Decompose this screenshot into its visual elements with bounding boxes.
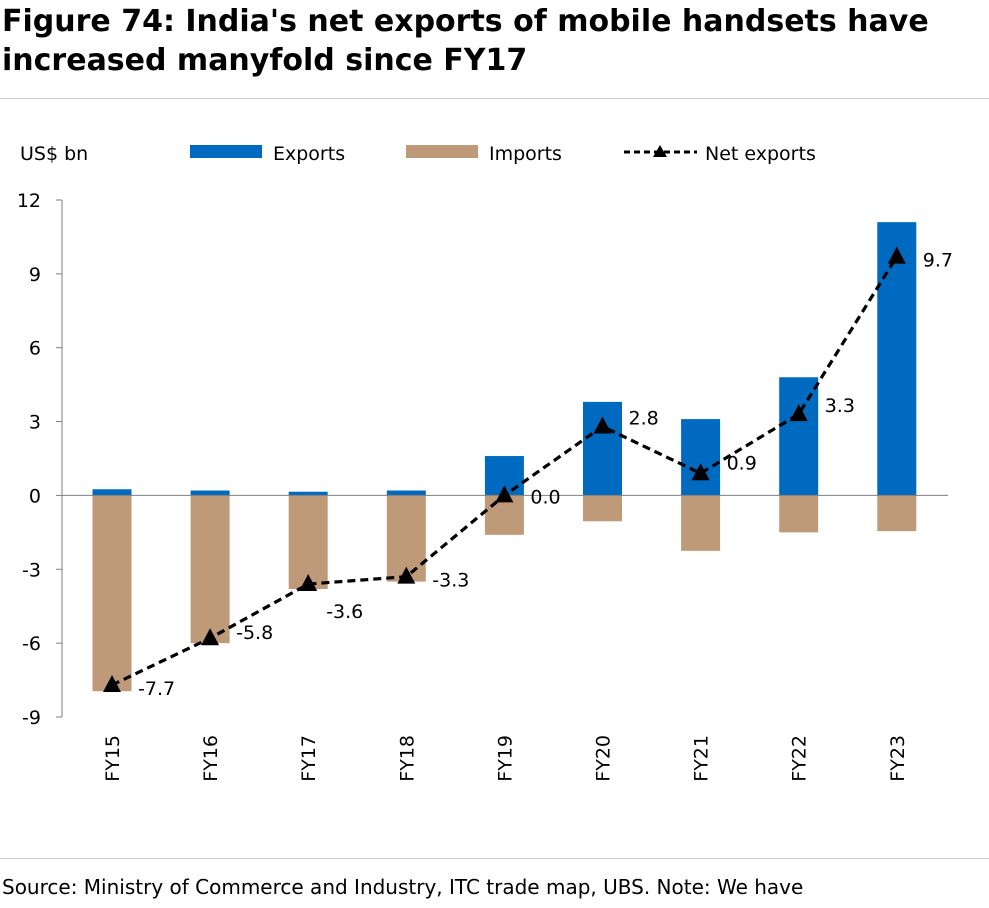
net-exports-data-label: -3.3 (432, 570, 469, 592)
net-exports-data-label: 9.7 (923, 250, 953, 272)
net-exports-marker (495, 485, 514, 503)
bar-exports (386, 490, 426, 496)
bar-exports (681, 419, 721, 496)
net-exports-data-label: -5.8 (236, 622, 273, 644)
x-tick-label: FY23 (887, 735, 909, 782)
net-exports-data-label: 3.3 (825, 395, 855, 417)
x-tick-label: FY19 (494, 735, 516, 782)
bar-exports (583, 401, 622, 496)
bars (92, 222, 917, 692)
bar-imports (190, 495, 230, 644)
net-exports-marker (201, 628, 220, 646)
y-tick-label: 3 (29, 412, 41, 434)
net-exports-marker (789, 404, 808, 422)
source-note: Source: Ministry of Commerce and Industr… (2, 875, 804, 899)
legend: Exports Imports Net exports (190, 143, 816, 165)
y-tick-label: -9 (22, 707, 41, 729)
net-exports-marker (397, 566, 416, 584)
legend-marker-net-exports (653, 145, 667, 157)
net-exports-data-label: 0.0 (530, 486, 560, 508)
y-tick-label: -3 (22, 559, 41, 581)
net-exports-data-label: -3.6 (326, 601, 363, 623)
x-tick-label: FY22 (789, 735, 811, 782)
bar-imports (92, 495, 132, 692)
title-divider (0, 98, 989, 99)
x-tick-label: FY21 (691, 735, 713, 782)
net-exports-data-label: -7.7 (138, 678, 175, 700)
net-exports-data-label: 0.9 (727, 452, 757, 474)
x-tick-label: FY20 (593, 735, 615, 782)
x-tick-label: FY16 (200, 735, 222, 782)
net-exports-marker (103, 674, 121, 692)
bar-exports (877, 222, 917, 496)
bar-imports (583, 495, 622, 522)
net-exports-line: -7.7 -5.8 -3.6 -3.3 0.0 2.8 0.9 3.3 9.7 (103, 246, 953, 700)
source-divider (0, 858, 989, 859)
y-axis: 12 9 6 3 0 -3 -6 -9 (17, 190, 63, 729)
net-exports-marker (887, 246, 906, 264)
bar-exports (288, 491, 328, 496)
y-tick-label: -6 (22, 633, 41, 655)
y-axis-unit-label: US$ bn (20, 143, 88, 165)
bar-exports (92, 489, 132, 496)
net-exports-chart: US$ bn Exports Imports Net exports 12 9 6 3 0 -… (17, 143, 953, 782)
bar-exports (190, 490, 230, 496)
bar-imports (681, 495, 721, 551)
y-tick-label: 12 (17, 190, 41, 212)
y-tick-label: 9 (29, 264, 41, 286)
y-tick-label: 6 (29, 338, 41, 360)
bar-imports (779, 495, 819, 533)
x-axis: FY15 FY16 FY17 FY18 FY19 FY20 FY21 FY22 FY23 (62, 494, 948, 782)
bar-imports (288, 495, 328, 589)
legend-label-imports: Imports (489, 143, 562, 165)
y-tick-label: 0 (29, 485, 41, 507)
net-exports-marker (299, 574, 318, 592)
net-exports-data-label: 2.8 (629, 407, 659, 429)
x-tick-label: FY18 (396, 735, 418, 782)
x-tick-label: FY15 (102, 735, 124, 782)
net-exports-marker (691, 463, 710, 481)
legend-swatch-exports (190, 145, 262, 158)
chart-title: Figure 74: India's net exports of mobile… (2, 4, 929, 78)
bar-imports (877, 495, 917, 532)
bar-exports (779, 377, 819, 496)
net-exports-marker (593, 416, 612, 434)
x-tick-label: FY17 (298, 735, 320, 782)
legend-label-net-exports: Net exports (705, 143, 816, 165)
legend-label-exports: Exports (273, 143, 345, 165)
legend-swatch-imports (406, 145, 478, 158)
